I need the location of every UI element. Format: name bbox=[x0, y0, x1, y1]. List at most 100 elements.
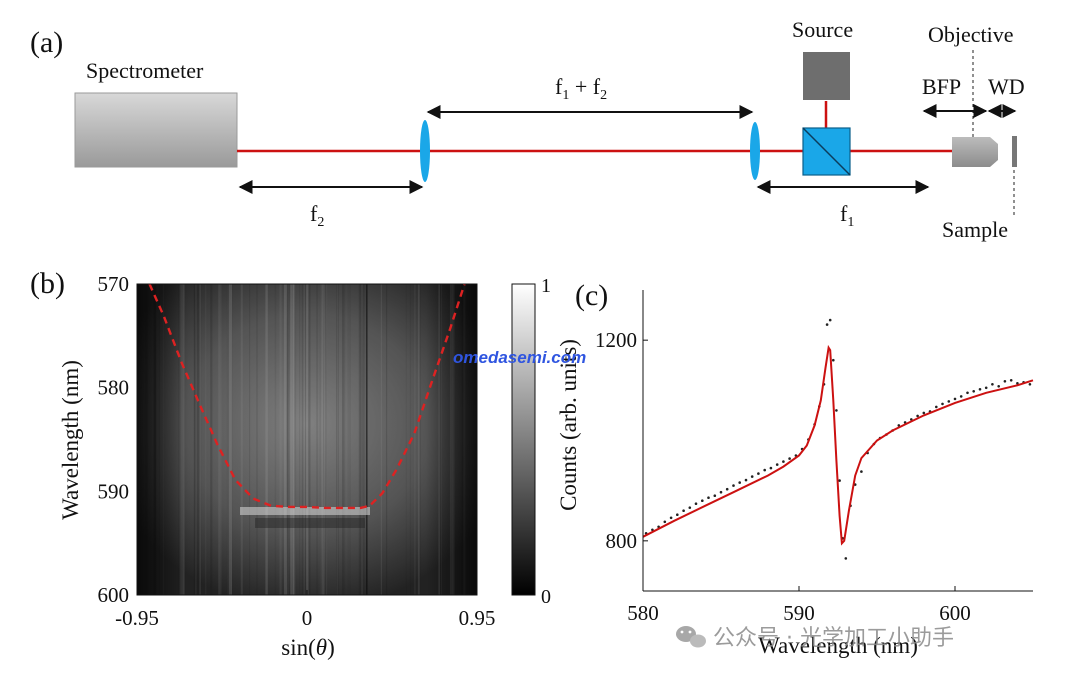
measured-point bbox=[669, 516, 673, 520]
measured-point bbox=[953, 397, 957, 401]
objective-label: Objective bbox=[928, 22, 1014, 47]
measured-point bbox=[1009, 379, 1013, 382]
measured-point bbox=[828, 318, 832, 322]
xlabel-suffix: ) bbox=[327, 635, 335, 660]
bfp-label: BFP bbox=[922, 74, 961, 99]
lens-1 bbox=[750, 122, 760, 180]
spectrum-x-tick-label: 590 bbox=[783, 601, 815, 625]
colorbar-label: Counts (arb. units) bbox=[556, 339, 581, 511]
measured-point bbox=[757, 472, 760, 475]
measured-point bbox=[682, 509, 685, 512]
panel-a-label: (a) bbox=[30, 26, 63, 59]
measured-point bbox=[941, 402, 944, 406]
heatmap-axes: -0.95 0 0.95 570 580 590 600 bbox=[98, 272, 496, 630]
watermark-wechat: 公众号 · 光学加工小助手 bbox=[676, 626, 954, 651]
fit-line bbox=[642, 344, 1034, 546]
measured-point bbox=[1003, 380, 1007, 383]
source-box bbox=[803, 52, 850, 100]
measured-point bbox=[947, 400, 951, 403]
f1f2-f: f bbox=[555, 74, 563, 99]
heatmap-y-tick-label: 570 bbox=[98, 272, 130, 296]
heatmap-band-shadow bbox=[255, 518, 365, 528]
spectrum-x-tick-label: 580 bbox=[627, 601, 659, 625]
wechat-icon bbox=[676, 626, 706, 648]
heatmap-band bbox=[240, 507, 370, 515]
f1f2-sub1: 1 bbox=[562, 88, 569, 103]
measured-point bbox=[725, 487, 729, 491]
measured-point bbox=[688, 506, 692, 510]
measured-point bbox=[707, 496, 710, 500]
spectrum-y-tick-label: 800 bbox=[606, 529, 638, 553]
measured-point bbox=[788, 457, 791, 460]
dispersion-fit-curve bbox=[148, 283, 466, 510]
measured-point bbox=[991, 383, 994, 386]
measured-point bbox=[694, 502, 698, 506]
watermark-wechat-text: 公众号 · 光学加工小助手 bbox=[713, 626, 954, 651]
measured-point bbox=[750, 475, 754, 478]
measured-point bbox=[651, 528, 654, 532]
watermark-site: omedasemi.com bbox=[453, 348, 586, 367]
wd-label: WD bbox=[988, 74, 1025, 99]
measured-point bbox=[719, 490, 723, 494]
xlabel-theta: θ bbox=[316, 635, 327, 660]
f2-label: f2 bbox=[310, 201, 324, 230]
colorbar-tick-max: 1 bbox=[541, 275, 551, 297]
lens-2 bbox=[420, 120, 430, 182]
heatmap-y-tick-label: 590 bbox=[98, 479, 130, 503]
heatmap-x-tick-label: -0.95 bbox=[115, 606, 159, 630]
xlabel-prefix: sin( bbox=[281, 635, 316, 660]
spectrum-x-tick-label: 600 bbox=[939, 601, 971, 625]
spectrum-y-tick-label: 1200 bbox=[595, 328, 637, 352]
heatmap-xlabel: sin(θ) bbox=[281, 635, 334, 660]
f1-label: f1 bbox=[840, 201, 854, 230]
measured-point bbox=[959, 395, 963, 398]
measured-point bbox=[966, 391, 969, 395]
measured-point bbox=[844, 557, 848, 560]
measured-point bbox=[676, 513, 679, 516]
heatmap-x-tick-label: 0 bbox=[302, 606, 313, 630]
measured-point bbox=[835, 409, 838, 412]
heatmap-x-tick-label: 0.95 bbox=[459, 606, 496, 630]
panel-c: (c) 580 590 600 800 1200 Wavelength (nm) bbox=[575, 279, 1034, 658]
measured-point bbox=[825, 323, 829, 326]
source-label: Source bbox=[792, 17, 853, 42]
measured-point bbox=[935, 405, 938, 409]
measured-point bbox=[701, 499, 704, 503]
f1f2-sub2: 2 bbox=[600, 88, 607, 103]
measured-point bbox=[713, 494, 717, 498]
measured-point bbox=[1028, 383, 1032, 386]
measured-point bbox=[922, 411, 926, 415]
measured-point bbox=[978, 388, 982, 391]
measured-point bbox=[860, 470, 863, 473]
measured-point bbox=[832, 358, 835, 362]
heatmap-edge-shade bbox=[137, 284, 477, 595]
panel-c-label: (c) bbox=[575, 279, 608, 312]
sample-plate bbox=[1012, 136, 1017, 167]
measured-point bbox=[738, 481, 741, 484]
spectrum-plot bbox=[642, 318, 1034, 560]
measured-point bbox=[744, 478, 748, 482]
measured-point bbox=[663, 520, 667, 524]
f1f2-plus: + f bbox=[569, 74, 600, 99]
spectrum-axes: 580 590 600 800 1200 bbox=[595, 328, 971, 625]
sample-label: Sample bbox=[942, 217, 1008, 242]
spectrometer-label: Spectrometer bbox=[86, 58, 204, 83]
objective bbox=[952, 137, 998, 167]
measured-point bbox=[769, 466, 773, 470]
measured-point bbox=[1016, 382, 1019, 385]
panel-b: (b) -0.95 0 0.95 570 580 590 600 Wavelength (n… bbox=[30, 267, 581, 660]
f1-plus-f2-label: f1 + f2 bbox=[555, 74, 607, 103]
f2-sub: 2 bbox=[317, 215, 324, 230]
measured-point bbox=[838, 479, 841, 482]
beam-splitter-diagonal bbox=[802, 127, 851, 176]
measured-point bbox=[984, 386, 988, 390]
panel-a: (a) Spectrometer Source Objective Sample… bbox=[30, 17, 1025, 242]
f2-main: f bbox=[310, 201, 318, 226]
measured-point bbox=[732, 484, 735, 487]
panel-b-label: (b) bbox=[30, 267, 65, 300]
spectrometer-box bbox=[74, 92, 238, 168]
measured-point bbox=[972, 390, 975, 393]
heatmap-y-tick-label: 600 bbox=[98, 583, 130, 607]
measured-point bbox=[763, 468, 766, 472]
measured-point bbox=[782, 460, 785, 463]
